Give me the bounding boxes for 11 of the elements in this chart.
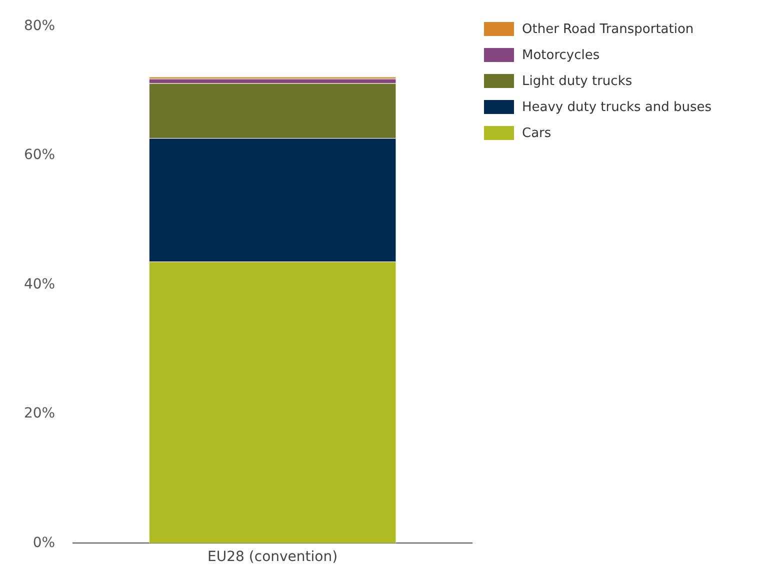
y-tick-label: 60%: [24, 147, 56, 164]
legend-label: Light duty trucks: [522, 74, 632, 88]
legend-label: Other Road Transportation: [522, 22, 694, 36]
legend-label: Heavy duty trucks and buses: [522, 100, 712, 114]
y-tick-label: 0%: [32, 534, 56, 551]
legend-label: Cars: [522, 126, 552, 140]
y-tick-label: 80%: [24, 18, 56, 34]
y-tick-label: 20%: [24, 406, 56, 422]
y-tick-label: 40%: [24, 276, 56, 292]
x-tick-label: EU28 (convention): [208, 549, 338, 566]
legend-label: Motorcycles: [522, 48, 600, 62]
